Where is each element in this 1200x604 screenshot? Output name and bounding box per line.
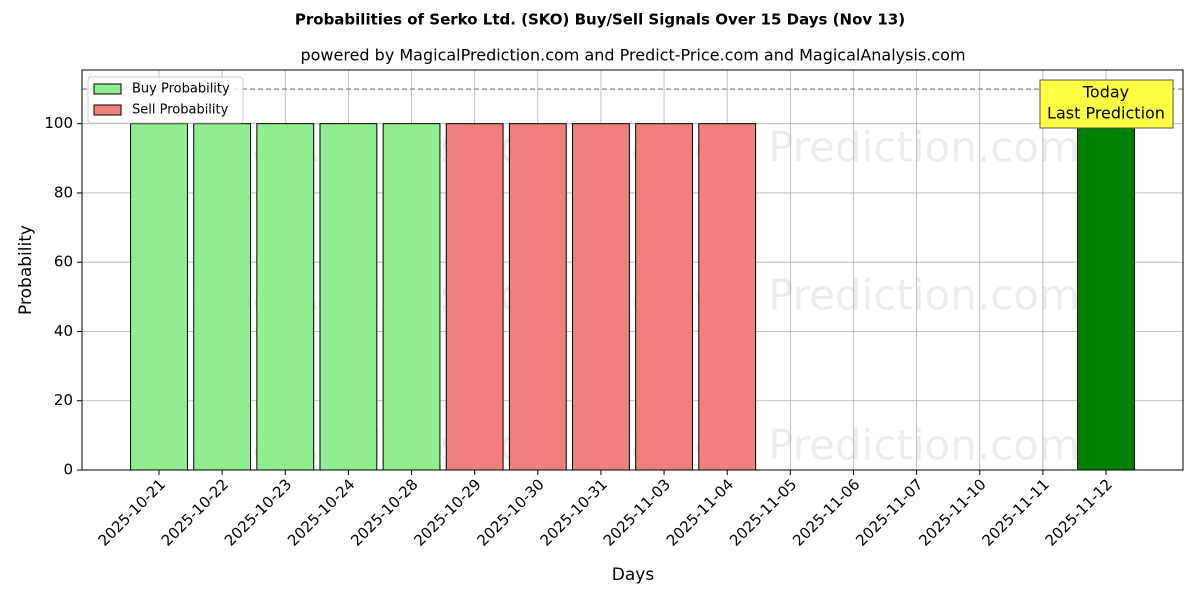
y-tick-label: 80 (54, 183, 73, 201)
x-axis-label: Days (612, 565, 655, 585)
annotation-box (1039, 79, 1174, 129)
legend-swatch (93, 104, 122, 116)
bar (508, 123, 567, 471)
bar (130, 123, 188, 471)
y-tick-label: 20 (54, 391, 73, 409)
bar (193, 123, 252, 471)
bar (319, 123, 378, 471)
bar (1077, 123, 1135, 471)
legend-label: Sell Probability (132, 103, 229, 118)
bar (382, 123, 441, 471)
y-tick-label: 40 (54, 322, 73, 340)
y-axis-label: Probability (16, 225, 36, 315)
legend-label: Buy Probability (132, 82, 230, 97)
legend-swatch (93, 83, 122, 95)
y-tick-label: 100 (44, 114, 73, 132)
bar (635, 123, 693, 471)
chart-title: Probabilities of Serko Ltd. (SKO) Buy/Se… (295, 11, 905, 29)
legend-box (87, 76, 244, 124)
bar (445, 123, 504, 471)
bar (572, 123, 630, 471)
plot-frame (81, 69, 1184, 471)
y-tick-label: 0 (63, 461, 73, 479)
annotation-text: Last Prediction (1047, 104, 1165, 123)
y-tick-label: 60 (54, 253, 73, 271)
chart-subtitle: powered by MagicalPrediction.com and Pre… (300, 46, 965, 65)
bar (256, 123, 315, 471)
bar (698, 123, 757, 471)
annotation-text: Today (1082, 83, 1129, 102)
